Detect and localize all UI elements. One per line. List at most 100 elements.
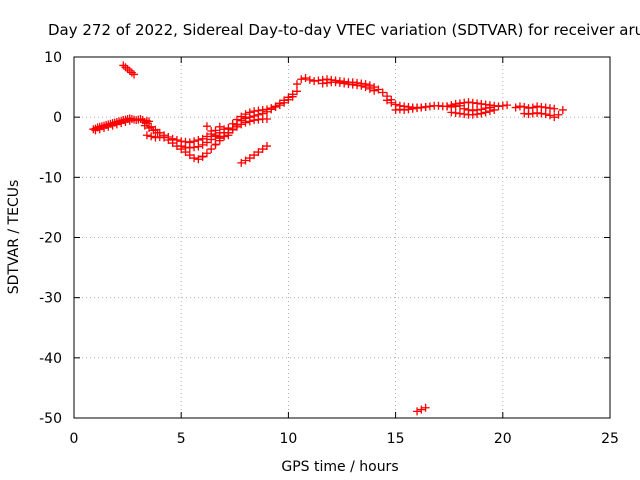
- data-point: [211, 140, 220, 149]
- data-point: [237, 116, 246, 125]
- data-point: [91, 126, 100, 135]
- data-point: [202, 149, 211, 158]
- series-arc-late-1: [443, 98, 512, 111]
- series-arc-low-late: [413, 403, 430, 416]
- data-point: [142, 131, 151, 140]
- x-tick-label: 0: [70, 431, 79, 447]
- x-tick-label: 10: [279, 431, 297, 447]
- data-point: [503, 101, 512, 110]
- data-point: [271, 102, 280, 111]
- data-point: [215, 134, 224, 143]
- data-point: [125, 116, 134, 125]
- data-point: [258, 109, 267, 118]
- data-point: [387, 98, 396, 107]
- data-point: [413, 407, 422, 416]
- data-point: [194, 142, 203, 151]
- x-tick-label: 20: [494, 431, 512, 447]
- data-point: [292, 80, 301, 89]
- series-arc-high-early: [119, 61, 139, 79]
- data-point: [147, 132, 156, 141]
- data-point: [558, 105, 567, 114]
- data-point: [254, 110, 263, 119]
- data-point: [194, 155, 203, 164]
- series-arc-dip-5: [198, 114, 271, 161]
- data-point: [541, 110, 550, 119]
- data-point: [190, 154, 199, 163]
- data-point: [138, 116, 147, 125]
- data-point: [550, 113, 559, 122]
- data-point: [250, 111, 259, 120]
- data-point: [241, 156, 250, 165]
- data-point: [168, 139, 177, 148]
- data-point: [443, 102, 452, 111]
- data-point: [121, 63, 130, 72]
- series-arc-late-4: [511, 102, 559, 113]
- data-point: [275, 99, 284, 108]
- data-point: [202, 122, 211, 131]
- chart-title: Day 272 of 2022, Sidereal Day-to-day VTE…: [48, 21, 640, 39]
- data-point: [140, 121, 149, 130]
- data-point: [228, 125, 237, 134]
- y-tick-label: -50: [39, 411, 62, 427]
- data-point: [262, 142, 271, 151]
- data-point: [177, 142, 186, 151]
- x-tick-label: 25: [601, 431, 619, 447]
- series-arc-low-2: [237, 142, 271, 167]
- series-arc-decline-2: [391, 102, 430, 114]
- data-point: [490, 105, 499, 114]
- data-point: [267, 105, 276, 114]
- series-arc-rise-2: [224, 87, 301, 140]
- data-point: [220, 128, 229, 137]
- data-point: [370, 86, 379, 95]
- data-point: [211, 131, 220, 140]
- data-point: [149, 126, 158, 135]
- data-point: [361, 83, 370, 92]
- data-point: [207, 145, 216, 154]
- data-point: [198, 140, 207, 149]
- data-point: [130, 70, 139, 79]
- data-point: [160, 133, 169, 142]
- data-point: [121, 117, 130, 126]
- data-point: [207, 127, 216, 136]
- series-arc-late-5: [520, 105, 567, 122]
- data-point: [357, 81, 366, 90]
- y-axis-label: SDTVAR / TECUs: [6, 180, 22, 295]
- series-arc-early-low: [91, 116, 134, 135]
- data-point: [417, 405, 426, 414]
- y-tick-label: -30: [39, 291, 62, 307]
- data-point: [123, 65, 132, 74]
- data-point: [545, 111, 554, 120]
- data-point: [224, 131, 233, 140]
- y-tick-labels: 10 0 -10 -20 -30 -40 -50: [39, 50, 62, 427]
- series-arc-peak: [292, 74, 396, 104]
- data-point: [511, 103, 520, 112]
- data-point: [550, 104, 559, 113]
- series-arc-peak-2: [318, 78, 379, 95]
- data-point: [224, 123, 233, 132]
- grid: [74, 57, 610, 418]
- data-point: [477, 105, 486, 114]
- data-point: [288, 90, 297, 99]
- x-tick-labels: 0 5 10 15 20 25: [70, 431, 619, 447]
- data-point: [250, 151, 259, 160]
- data-point: [258, 145, 267, 154]
- data-point: [117, 119, 126, 128]
- data-point: [421, 403, 430, 412]
- data-point: [284, 93, 293, 102]
- data-point: [254, 148, 263, 157]
- data-point: [297, 75, 306, 84]
- y-tick-label: 0: [53, 110, 62, 126]
- axis-ticks: [73, 56, 611, 419]
- data-point: [447, 101, 456, 110]
- data-point: [119, 61, 128, 70]
- y-tick-label: -10: [39, 170, 62, 186]
- data-point: [378, 88, 387, 97]
- data-point: [241, 114, 250, 123]
- data-point: [280, 96, 289, 105]
- data-point: [245, 154, 254, 163]
- data-point: [198, 152, 207, 161]
- data-marks: [89, 61, 567, 416]
- data-point: [145, 123, 154, 132]
- data-point: [95, 125, 104, 134]
